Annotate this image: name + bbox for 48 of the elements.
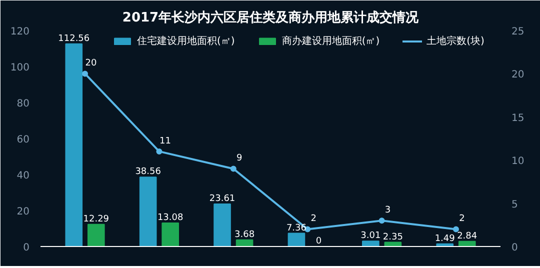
data-label: 3.01 bbox=[360, 231, 381, 242]
legend-label: 土地宗数(块) bbox=[426, 34, 484, 48]
data-label: 0 bbox=[316, 236, 322, 246]
point bbox=[230, 166, 236, 172]
data-label: 3.68 bbox=[234, 230, 255, 240]
chart-title: 2017年长沙内六区居住类及商办用地累计成交情况 bbox=[122, 10, 420, 26]
data-label: 2 bbox=[459, 214, 465, 224]
y-tick-label: 0 bbox=[23, 242, 30, 254]
data-label: 13.08 bbox=[157, 212, 184, 223]
data-label: 2 bbox=[310, 214, 316, 224]
y2-tick-label: 10 bbox=[512, 156, 524, 168]
y-tick-label: 60 bbox=[16, 134, 30, 146]
bar bbox=[65, 43, 83, 246]
point bbox=[378, 218, 385, 224]
point bbox=[156, 148, 162, 154]
y-tick-label: 80 bbox=[16, 98, 30, 110]
data-label: 1.49 bbox=[434, 234, 456, 244]
data-label: 20 bbox=[85, 58, 98, 69]
bar bbox=[214, 204, 231, 246]
point bbox=[452, 226, 459, 232]
bar bbox=[236, 239, 254, 246]
data-label: 9 bbox=[236, 154, 243, 164]
y2-tick-label: 0 bbox=[512, 242, 518, 254]
data-label: 11 bbox=[159, 136, 171, 146]
data-label: 3 bbox=[384, 206, 391, 216]
data-label: 23.61 bbox=[209, 194, 236, 204]
y-tick-label: 120 bbox=[10, 26, 30, 38]
bar bbox=[288, 232, 306, 246]
bar bbox=[139, 176, 157, 246]
y2-tick-label: 5 bbox=[512, 199, 518, 210]
bar bbox=[362, 240, 380, 246]
data-label: 12.29 bbox=[83, 214, 110, 224]
y-tick-label: 100 bbox=[10, 62, 30, 74]
y2-tick-label: 25 bbox=[512, 26, 524, 38]
legend-label: 商办建设用地面积(㎡) bbox=[282, 34, 380, 48]
y2-tick-label: 20 bbox=[512, 70, 524, 81]
bar bbox=[87, 224, 105, 246]
bar bbox=[162, 222, 179, 246]
bar bbox=[458, 240, 476, 246]
point bbox=[82, 70, 88, 77]
data-label: 112.56 bbox=[58, 34, 90, 44]
legend-label: 住宅建设用地面积(㎡) bbox=[137, 34, 235, 48]
y2-tick-label: 15 bbox=[512, 112, 524, 124]
y-tick-label: 20 bbox=[16, 206, 30, 218]
y-tick-label: 40 bbox=[16, 170, 30, 182]
data-label: 2.84 bbox=[457, 231, 478, 242]
data-label: 2.35 bbox=[382, 232, 403, 242]
data-label: 38.56 bbox=[135, 167, 162, 178]
